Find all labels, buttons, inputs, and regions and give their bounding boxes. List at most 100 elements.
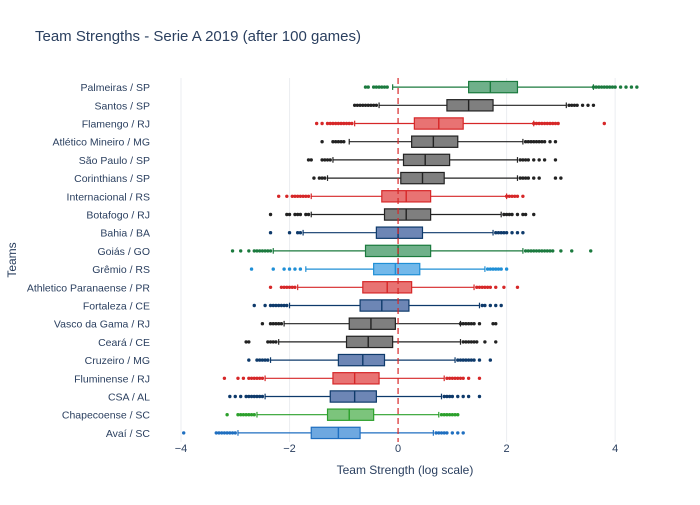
outlier-point [475,285,479,289]
outlier-point [268,231,273,235]
outlier-point [480,303,484,308]
outlier-point [456,431,460,435]
outlier-point [575,103,579,108]
outlier-point [257,249,262,253]
outlier-point [597,85,601,89]
outlier-point [513,194,517,198]
outlier-point [445,376,449,380]
y-axis-label: Teams [5,242,19,277]
outlier-point [458,322,463,326]
outlier-point [635,85,639,89]
outlier-point [629,85,634,89]
outlier-point [257,376,262,380]
outlier-point [363,85,368,89]
outlier-point [285,212,289,217]
outlier-point [499,267,503,271]
outlier-point [542,121,547,126]
outlier-point [523,249,528,253]
outlier-point [304,212,308,217]
outlier-point [466,340,471,344]
outlier-point [268,249,273,253]
outlier-point [450,394,455,399]
outlier-point [263,358,267,362]
outlier-point [515,231,520,235]
outlier-point [532,176,536,180]
outlier-point [502,212,506,217]
outlier-point [504,231,509,235]
outlier-point [271,340,275,344]
outlier-point [447,394,452,399]
outlier-point [290,194,294,198]
x-tick-label: −4 [175,443,188,455]
outlier-point [271,267,275,271]
outlier-point [523,158,528,162]
outlier-point [610,85,615,89]
outlier-point [556,121,560,126]
outlier-point [477,394,482,399]
outlier-point [182,431,186,435]
team-label: CSA / AL [108,392,150,404]
outlier-point [260,249,265,253]
outlier-point [477,285,482,289]
outlier-point [540,140,544,144]
outlier-point [233,431,237,435]
team-label: Ceará / CE [98,337,150,349]
outlier-point [274,303,278,308]
outlier-point [551,249,555,253]
outlier-point [328,121,332,126]
x-tick-label: 4 [612,443,618,455]
team-label: Grêmio / RS [92,264,150,276]
outlier-point [545,249,550,253]
outlier-point [268,212,273,217]
box [345,335,394,349]
team-label: Goiás / GO [97,246,150,258]
outlier-point [453,376,457,380]
outlier-point [507,212,512,217]
outlier-point [458,376,463,380]
outlier-point [594,85,598,89]
outlier-point [295,212,300,217]
outlier-point [238,394,243,399]
outlier-point [350,121,354,126]
outlier-point [352,103,357,108]
outlier-point [230,431,235,435]
outlier-point [282,303,286,308]
outlier-point [580,103,585,108]
outlier-point [537,158,541,162]
outlier-point [456,413,460,417]
outlier-point [491,267,495,271]
outlier-point [279,285,284,289]
outlier-point [542,158,547,162]
outlier-point [469,358,474,362]
outlier-point [247,394,251,399]
outlier-point [540,249,544,253]
outlier-point [570,249,574,253]
outlier-point [537,176,541,180]
team-label: Athletico Paranaense / PR [27,282,151,294]
outlier-point [314,121,319,126]
outlier-point [488,303,493,308]
outlier-point [320,176,324,180]
outlier-point [461,431,465,435]
outlier-point [252,376,256,380]
outlier-point [271,303,275,308]
outlier-point [374,85,379,89]
outlier-point [494,267,498,271]
outlier-point [361,103,365,108]
outlier-point [323,158,327,162]
outlier-point [320,140,324,144]
outlier-point [526,176,531,180]
outlier-point [306,158,311,162]
outlier-point [504,212,509,217]
outlier-point [591,85,596,89]
outlier-point [529,140,533,144]
outlier-point [268,340,273,344]
outlier-point [450,376,455,380]
outlier-point [336,140,341,144]
team-label: Internacional / RS [67,191,150,203]
outlier-point [521,176,525,180]
outlier-point [374,103,379,108]
outlier-point [228,394,232,399]
outlier-point [523,176,528,180]
